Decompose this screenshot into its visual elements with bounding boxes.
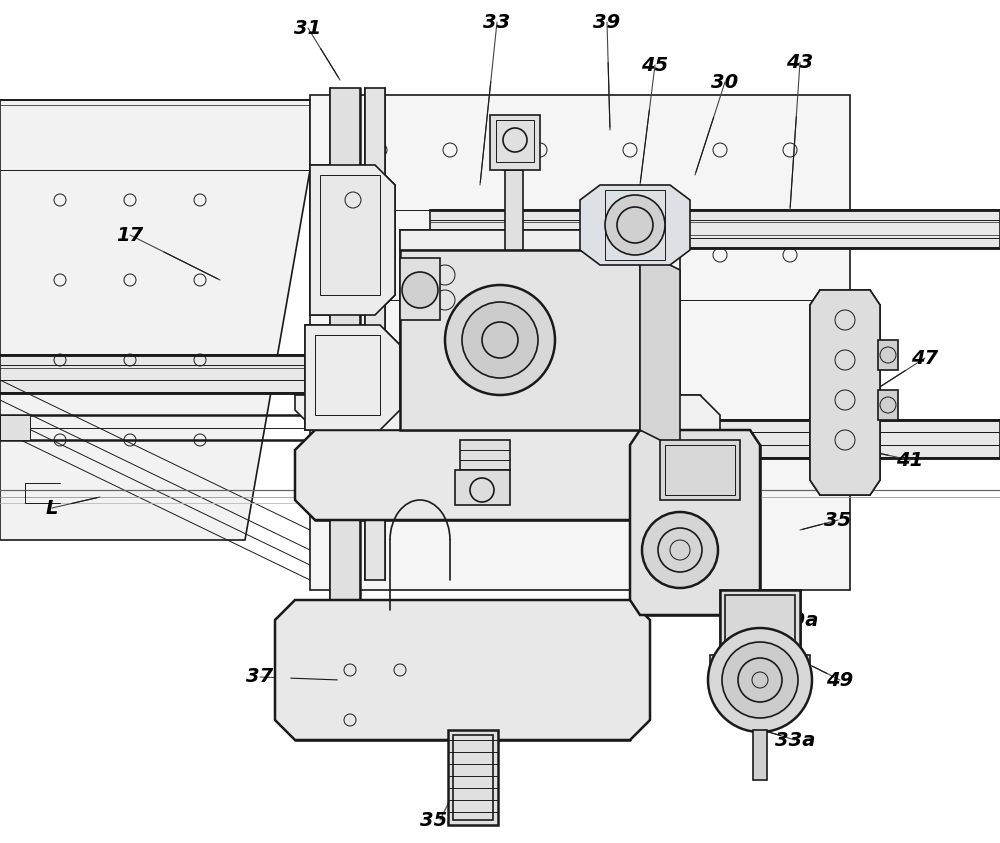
Bar — [505, 160, 523, 250]
Text: 31: 31 — [294, 19, 322, 37]
Text: 45: 45 — [641, 56, 669, 74]
Circle shape — [605, 195, 665, 255]
Bar — [455, 470, 510, 505]
Polygon shape — [400, 250, 640, 430]
Polygon shape — [305, 325, 400, 430]
Circle shape — [462, 302, 538, 378]
Bar — [660, 440, 740, 500]
Bar — [460, 440, 510, 470]
Bar — [496, 120, 534, 162]
Circle shape — [722, 642, 798, 718]
Polygon shape — [580, 185, 690, 265]
Bar — [720, 590, 800, 680]
Circle shape — [402, 272, 438, 308]
Text: 33a: 33a — [775, 731, 815, 749]
Bar — [665, 445, 735, 495]
Polygon shape — [810, 290, 880, 495]
Bar — [320, 175, 380, 295]
Text: 39a: 39a — [778, 610, 818, 630]
Polygon shape — [295, 395, 720, 450]
Bar — [315, 335, 380, 415]
Polygon shape — [0, 355, 340, 393]
Polygon shape — [365, 88, 385, 580]
Polygon shape — [630, 430, 760, 615]
Text: 39: 39 — [593, 13, 621, 31]
Bar — [453, 735, 493, 820]
Text: 49: 49 — [826, 670, 854, 690]
Text: 35a: 35a — [420, 810, 460, 830]
Text: 33a: 33a — [467, 388, 507, 406]
Circle shape — [445, 285, 555, 395]
Bar — [448, 730, 498, 825]
Polygon shape — [295, 430, 720, 520]
Polygon shape — [330, 88, 360, 720]
Bar — [0, 415, 30, 440]
Polygon shape — [310, 95, 850, 590]
Polygon shape — [400, 258, 440, 320]
Bar — [605, 190, 665, 260]
Text: 43: 43 — [786, 52, 814, 72]
Text: L: L — [46, 498, 58, 518]
Text: 35: 35 — [824, 511, 852, 529]
Bar — [878, 390, 898, 420]
Text: 30: 30 — [711, 72, 739, 92]
Text: 33: 33 — [483, 13, 511, 31]
Polygon shape — [275, 600, 650, 740]
Text: 17: 17 — [116, 225, 144, 244]
Bar — [725, 595, 795, 675]
Text: 39a: 39a — [442, 240, 482, 260]
Polygon shape — [498, 150, 530, 170]
Bar — [490, 115, 540, 170]
Polygon shape — [630, 420, 1000, 458]
Circle shape — [642, 512, 718, 588]
Polygon shape — [430, 210, 1000, 248]
Polygon shape — [720, 590, 800, 680]
Polygon shape — [310, 165, 395, 315]
Bar — [710, 655, 810, 675]
Polygon shape — [0, 100, 310, 540]
Polygon shape — [400, 230, 680, 250]
Text: 47: 47 — [911, 348, 939, 368]
Text: 37: 37 — [246, 668, 274, 686]
Polygon shape — [640, 250, 680, 450]
Bar — [878, 340, 898, 370]
Bar — [753, 730, 767, 780]
Circle shape — [708, 628, 812, 732]
Text: 41: 41 — [896, 450, 924, 470]
